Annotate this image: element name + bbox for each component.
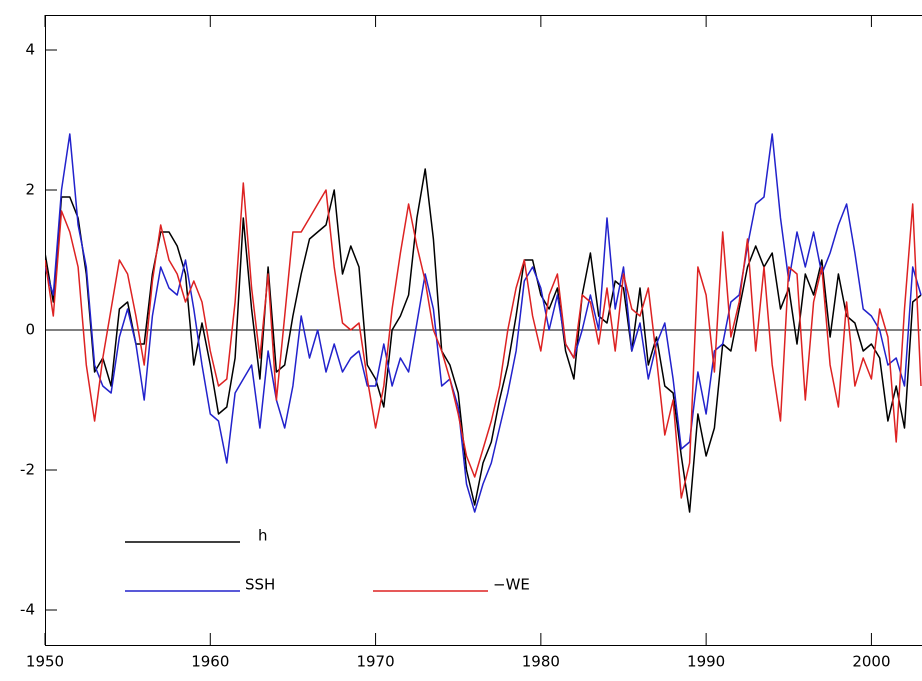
series-line xyxy=(45,134,921,512)
x-tick-label: 2000 xyxy=(852,653,890,671)
x-tick-label: 1950 xyxy=(26,653,64,671)
x-tick-label: 1980 xyxy=(522,653,560,671)
x-tick-label: 1990 xyxy=(687,653,725,671)
series-line xyxy=(45,169,921,512)
y-tick-label: -4 xyxy=(20,601,35,619)
y-tick-label: 0 xyxy=(25,321,35,339)
y-tick-label: 2 xyxy=(25,181,35,199)
legend-label: h xyxy=(258,527,268,545)
series-line xyxy=(45,183,921,498)
y-tick-label: 4 xyxy=(25,41,35,59)
legend-label: −WE xyxy=(493,576,530,594)
x-tick-label: 1970 xyxy=(356,653,394,671)
legend-label: SSH xyxy=(245,576,275,594)
x-tick-label: 1960 xyxy=(191,653,229,671)
y-tick-label: -2 xyxy=(20,461,35,479)
